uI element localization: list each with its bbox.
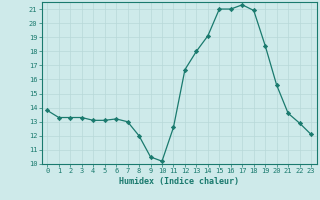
X-axis label: Humidex (Indice chaleur): Humidex (Indice chaleur) (119, 177, 239, 186)
